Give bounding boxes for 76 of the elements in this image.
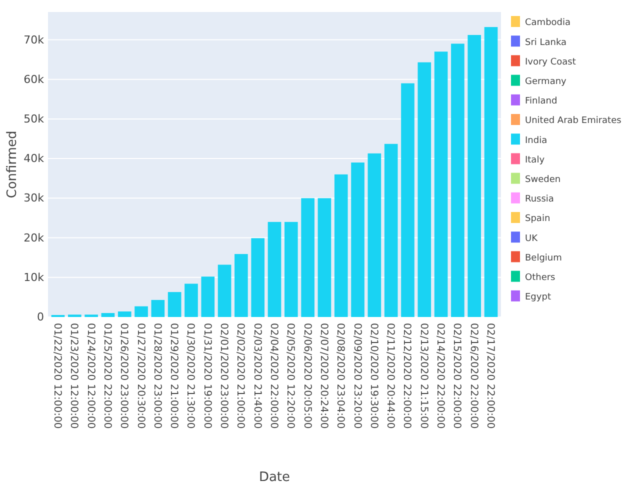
y-axis-title: Confirmed bbox=[5, 130, 20, 198]
bar bbox=[251, 238, 265, 317]
y-tick-label: 10k bbox=[24, 270, 45, 284]
bar bbox=[284, 222, 298, 317]
bar bbox=[368, 153, 382, 317]
x-tick-label: 02/08/2020 23:04:00 bbox=[334, 323, 346, 429]
legend-label: Belgium bbox=[525, 253, 562, 264]
legend-label: Sri Lanka bbox=[525, 38, 567, 48]
bar bbox=[384, 144, 398, 317]
legend-label: Sweden bbox=[525, 174, 561, 185]
legend-label: Finland bbox=[525, 96, 558, 107]
bar bbox=[218, 264, 232, 317]
bar bbox=[151, 300, 165, 317]
x-tick-label: 01/27/2020 20:30:00 bbox=[134, 323, 146, 429]
x-tick-label: 01/28/2020 23:00:00 bbox=[151, 323, 162, 429]
x-tick-label: 01/30/2020 21:30:00 bbox=[184, 323, 196, 429]
bar bbox=[318, 198, 332, 317]
x-tick-label: 02/03/2020 21:40:00 bbox=[251, 323, 262, 429]
bar bbox=[101, 313, 115, 317]
bar bbox=[134, 306, 148, 317]
y-tick-label: 60k bbox=[24, 72, 45, 86]
x-tick-label: 01/24/2020 12:00:00 bbox=[84, 323, 96, 429]
x-tick-label: 02/13/2020 21:15:00 bbox=[418, 323, 429, 429]
x-tick-label: 02/04/2020 22:00:00 bbox=[268, 323, 279, 429]
legend-label: India bbox=[525, 136, 548, 146]
x-tick-label: 02/10/2020 19:30:00 bbox=[368, 323, 379, 429]
x-tick-label: 02/14/2020 22:00:00 bbox=[434, 323, 446, 429]
bar bbox=[184, 284, 198, 317]
bar bbox=[118, 311, 132, 317]
bar bbox=[168, 292, 182, 317]
x-tick-label: 02/07/2020 20:24:00 bbox=[318, 323, 329, 429]
legend-label: Spain bbox=[525, 214, 550, 224]
y-tick-label: 20k bbox=[24, 231, 45, 244]
bar bbox=[334, 174, 348, 317]
y-tick-label: 70k bbox=[24, 33, 45, 46]
bar bbox=[401, 83, 414, 317]
x-tick-label: 01/22/2020 12:00:00 bbox=[51, 323, 62, 429]
bar bbox=[301, 198, 314, 317]
bar bbox=[451, 44, 464, 317]
legend-label: Russia bbox=[525, 194, 554, 205]
legend-label: Egypt bbox=[525, 292, 552, 303]
legend-label: Ivory Coast bbox=[525, 57, 576, 68]
x-tick-label: 02/01/2020 23:00:00 bbox=[218, 323, 230, 429]
legend-label: United Arab Emirates bbox=[525, 116, 622, 126]
x-tick-label: 02/09/2020 23:20:00 bbox=[351, 323, 362, 429]
x-tick-label: 01/31/2020 19:00:00 bbox=[201, 323, 212, 429]
bar bbox=[468, 34, 482, 317]
legend-label: UK bbox=[525, 234, 539, 244]
y-tick-label: 0 bbox=[37, 310, 44, 324]
legend-label: Others bbox=[525, 272, 556, 283]
x-tick-label: 02/15/2020 22:00:00 bbox=[451, 323, 462, 429]
y-tick-label: 30k bbox=[24, 192, 45, 205]
x-tick-label: 01/29/2020 21:00:00 bbox=[168, 323, 180, 429]
y-tick-label: 40k bbox=[24, 152, 45, 166]
x-tick-label: 01/25/2020 22:00:00 bbox=[101, 323, 112, 429]
legend-label: Germany bbox=[525, 76, 568, 87]
x-tick-label: 01/23/2020 12:00:00 bbox=[68, 323, 80, 429]
x-axis-title: Date bbox=[258, 470, 290, 485]
x-tick-label: 02/16/2020 22:00:00 bbox=[468, 323, 479, 429]
x-tick-label: 02/12/2020 22:00:00 bbox=[401, 323, 412, 429]
bar bbox=[351, 162, 364, 317]
x-tick-label: 02/02/2020 21:00:00 bbox=[234, 323, 246, 429]
x-tick-label: 02/05/2020 12:20:00 bbox=[284, 323, 296, 429]
bar bbox=[268, 222, 282, 317]
bar bbox=[234, 254, 248, 317]
bar bbox=[201, 276, 215, 317]
legend-label: Italy bbox=[525, 155, 546, 166]
y-tick-label: 50k bbox=[24, 112, 45, 126]
x-tick-label: 01/26/2020 23:00:00 bbox=[118, 323, 130, 429]
bar bbox=[434, 52, 448, 317]
x-tick-label: 02/17/2020 22:00:00 bbox=[484, 323, 496, 429]
x-tick-label: 02/06/2020 20:05:00 bbox=[301, 323, 312, 429]
legend-label: Cambodia bbox=[525, 18, 571, 28]
bar bbox=[418, 62, 432, 317]
bar bbox=[484, 27, 498, 317]
x-tick-label: 02/11/2020 20:44:00 bbox=[384, 323, 396, 429]
